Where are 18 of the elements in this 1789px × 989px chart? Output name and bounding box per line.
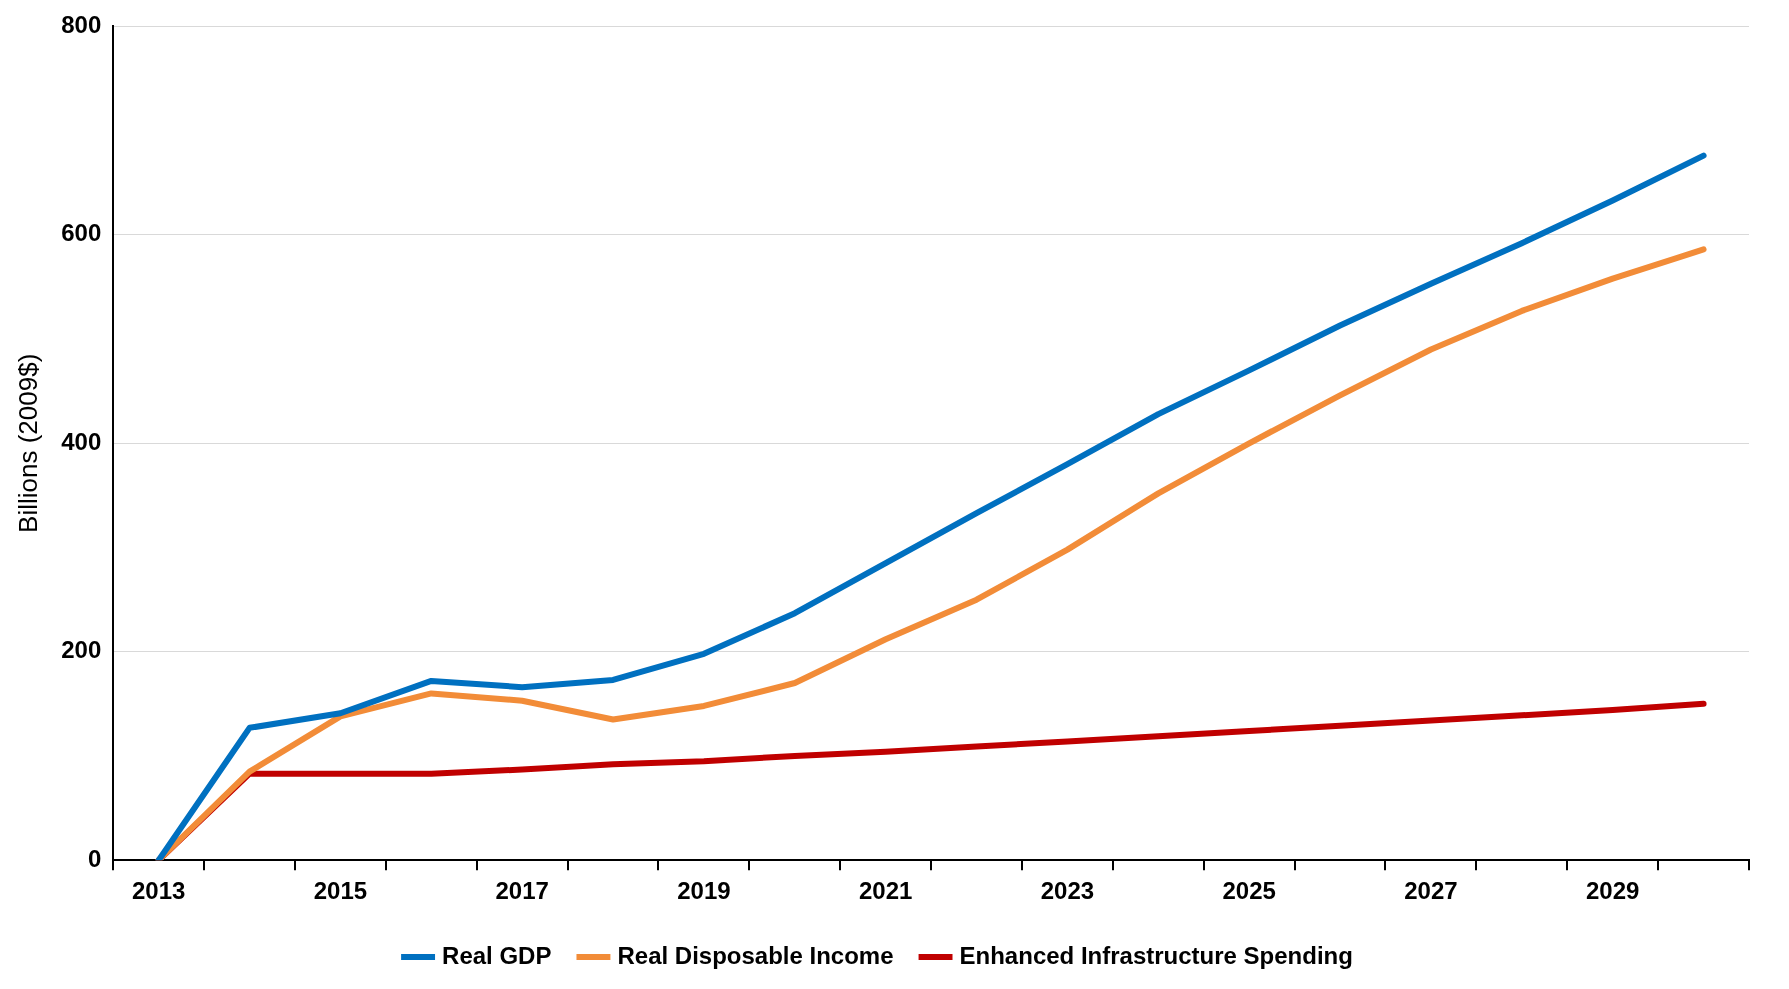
x-tick-label: 2013 — [131, 877, 186, 905]
x-tick-label: 2025 — [1222, 877, 1276, 905]
y-tick-label: 200 — [61, 636, 102, 664]
x-tick-label: 2015 — [313, 877, 368, 905]
legend-label: Real GDP — [442, 941, 552, 969]
y-tick-label: 0 — [87, 844, 102, 872]
x-tick-label: 2027 — [1404, 877, 1458, 905]
x-tick-label: 2029 — [1585, 877, 1640, 905]
y-tick-label: 600 — [61, 219, 102, 247]
legend-label: Real Disposable Income — [617, 941, 894, 969]
y-tick-label: 400 — [61, 427, 102, 455]
x-tick-label: 2023 — [1040, 877, 1095, 905]
x-tick-label: 2017 — [495, 877, 549, 905]
x-tick-label: 2019 — [677, 877, 731, 905]
y-tick-label: 800 — [61, 11, 102, 39]
x-tick-label: 2021 — [858, 877, 913, 905]
y-axis-title: Billions (2009$) — [12, 353, 43, 533]
legend-label: Enhanced Infrastructure Spending — [959, 941, 1353, 969]
